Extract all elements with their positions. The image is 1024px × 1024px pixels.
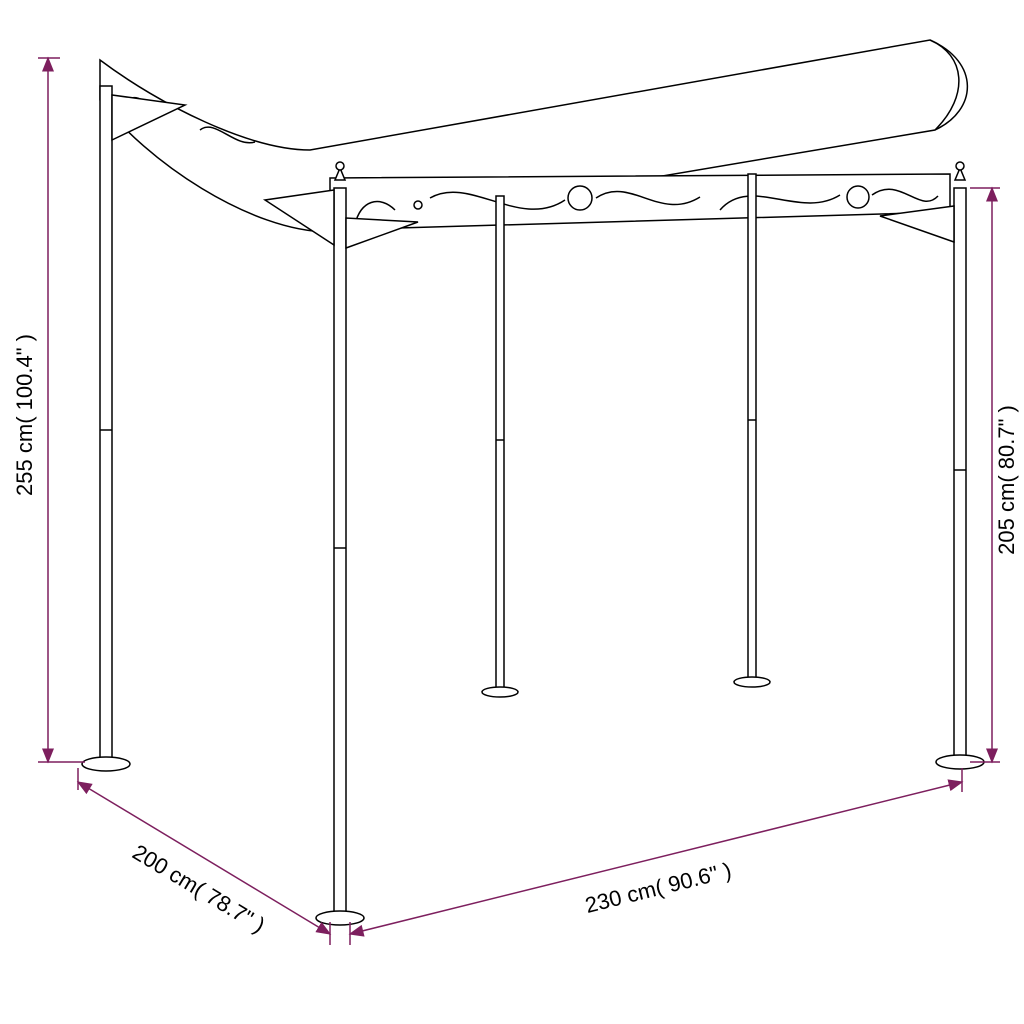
post-front-right [954, 188, 966, 760]
dimension-diagram: 255 cm( 100.4" ) 205 cm( 80.7" ) 200 cm(… [0, 0, 1024, 1024]
post-back-left [100, 86, 112, 762]
post-front-left [334, 188, 346, 916]
brace-front-left-front [346, 218, 418, 248]
label-width: 230 cm( 90.6" ) [583, 857, 734, 917]
gazebo-drawing [82, 40, 984, 925]
front-beam [330, 174, 950, 230]
post-back-right [748, 174, 756, 680]
post-front-middle [496, 196, 504, 690]
label-height-right: 205 cm( 80.7" ) [994, 405, 1019, 555]
label-height-left: 255 cm( 100.4" ) [12, 334, 37, 496]
